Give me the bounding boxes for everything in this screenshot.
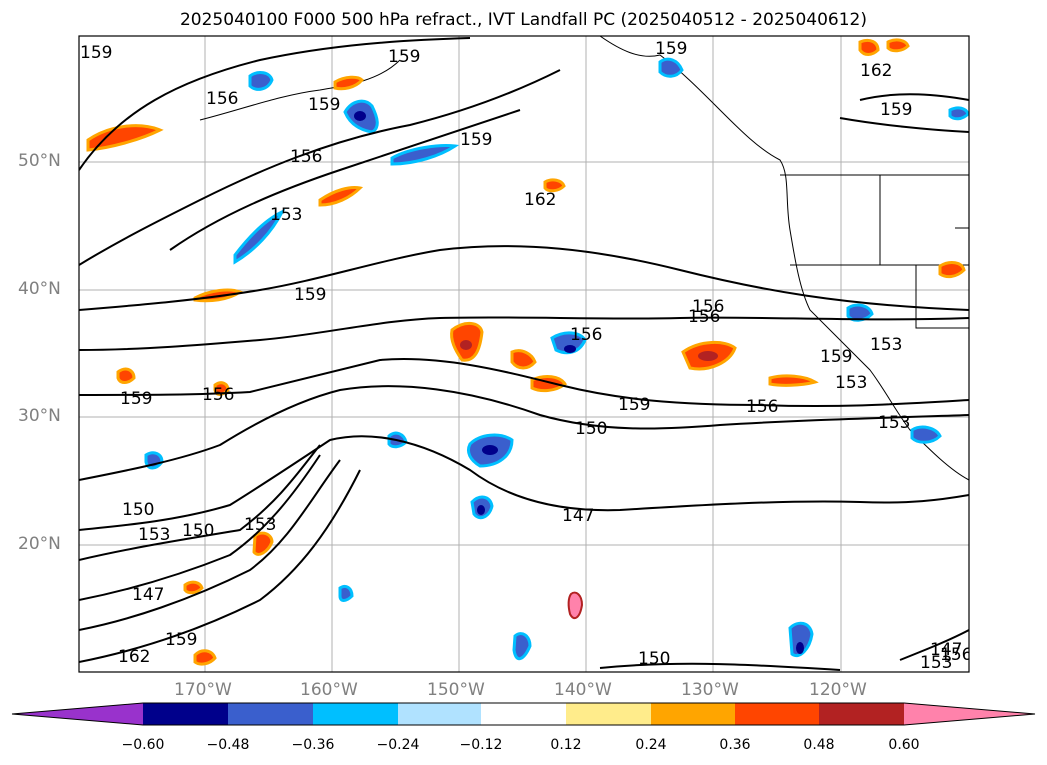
colorbar-bin — [313, 703, 398, 725]
contour-label: 153 — [270, 205, 302, 225]
contour-label: 159 — [880, 100, 912, 120]
contour-label: 150 — [575, 419, 607, 439]
contour-label: 153 — [244, 515, 276, 535]
colorbar-tick-label: −0.48 — [206, 737, 250, 753]
contour-label: 156 — [202, 385, 234, 405]
contour-label: 159 — [618, 395, 650, 415]
longitude-label: 170°W — [174, 680, 232, 700]
contour-label: 147 — [930, 640, 962, 660]
colorbar-extend-min — [12, 703, 143, 725]
colorbar-tick-label: 0.24 — [635, 737, 667, 753]
colorbar-bin — [228, 703, 313, 725]
colorbar-bin — [566, 703, 651, 725]
contour-label: 159 — [460, 130, 492, 150]
contour-label: 156 — [570, 325, 602, 345]
contour-label: 162 — [118, 647, 150, 667]
contour-label: 159 — [294, 285, 326, 305]
contour-label: 147 — [562, 506, 594, 526]
contour-label: 156 — [940, 645, 972, 665]
longitude-label: 140°W — [554, 680, 612, 700]
colorbar-tick-label: 0.36 — [719, 737, 751, 753]
contour-label: 153 — [138, 525, 170, 545]
ivt-shading — [86, 38, 969, 666]
contour-label: 150 — [638, 649, 670, 669]
latitude-label: 40°N — [18, 279, 61, 299]
colorbar-tick-label: −0.12 — [459, 737, 503, 753]
latitude-label: 30°N — [18, 406, 61, 426]
colorbar — [11, 702, 1036, 726]
colorbar-tick-label: −0.36 — [291, 737, 335, 753]
colorbar-bin — [398, 703, 481, 725]
contour-label: 162 — [524, 190, 556, 210]
contour-labels: 159 159 156 159 156 159 162 159 153 162 … — [80, 39, 972, 673]
colorbar-tick-label: −0.24 — [376, 737, 420, 753]
colorbar-extend-max — [904, 703, 1035, 725]
contour-label: 156 — [206, 89, 238, 109]
contour-label: 159 — [308, 95, 340, 115]
latitude-label: 50°N — [18, 151, 61, 171]
contour-label: 156 — [290, 147, 322, 167]
contour-label: 153 — [870, 335, 902, 355]
colorbar-tick-label: 0.60 — [888, 737, 920, 753]
colorbar-bin — [735, 703, 819, 725]
contour-label: 159 — [820, 347, 852, 367]
chart-title: 2025040100 F000 500 hPa refract., IVT La… — [179, 10, 867, 30]
contour-label: 153 — [878, 413, 910, 433]
contour-label: 159 — [655, 39, 687, 59]
contour-label: 159 — [120, 389, 152, 409]
longitude-label: 130°W — [681, 680, 739, 700]
contour-label: 156 — [692, 297, 724, 317]
contour-label: 162 — [860, 61, 892, 81]
latitude-label: 20°N — [18, 534, 61, 554]
contour-label: 156 — [688, 307, 720, 327]
longitude-label: 120°W — [809, 680, 867, 700]
refractivity-contours — [79, 37, 969, 671]
plot-frame — [78, 35, 970, 673]
contour-label: 156 — [746, 397, 778, 417]
contour-label: 159 — [388, 47, 420, 67]
colorbar-tick-label: 0.12 — [550, 737, 582, 753]
contour-label: 153 — [920, 653, 952, 673]
colorbar-tick-label: −0.60 — [121, 737, 165, 753]
longitude-label: 160°W — [300, 680, 358, 700]
colorbar-tick-label: 0.48 — [803, 737, 835, 753]
contour-label: 150 — [182, 521, 214, 541]
contour-label: 153 — [835, 373, 867, 393]
colorbar-bin — [651, 703, 735, 725]
contour-label: 150 — [122, 500, 154, 520]
contour-label: 159 — [80, 43, 112, 63]
contour-label: 159 — [165, 630, 197, 650]
contour-label: 147 — [132, 585, 164, 605]
colorbar-bin — [481, 703, 566, 725]
longitude-label: 150°W — [427, 680, 485, 700]
colorbar-bin — [819, 703, 904, 725]
colorbar-bin — [143, 703, 228, 725]
